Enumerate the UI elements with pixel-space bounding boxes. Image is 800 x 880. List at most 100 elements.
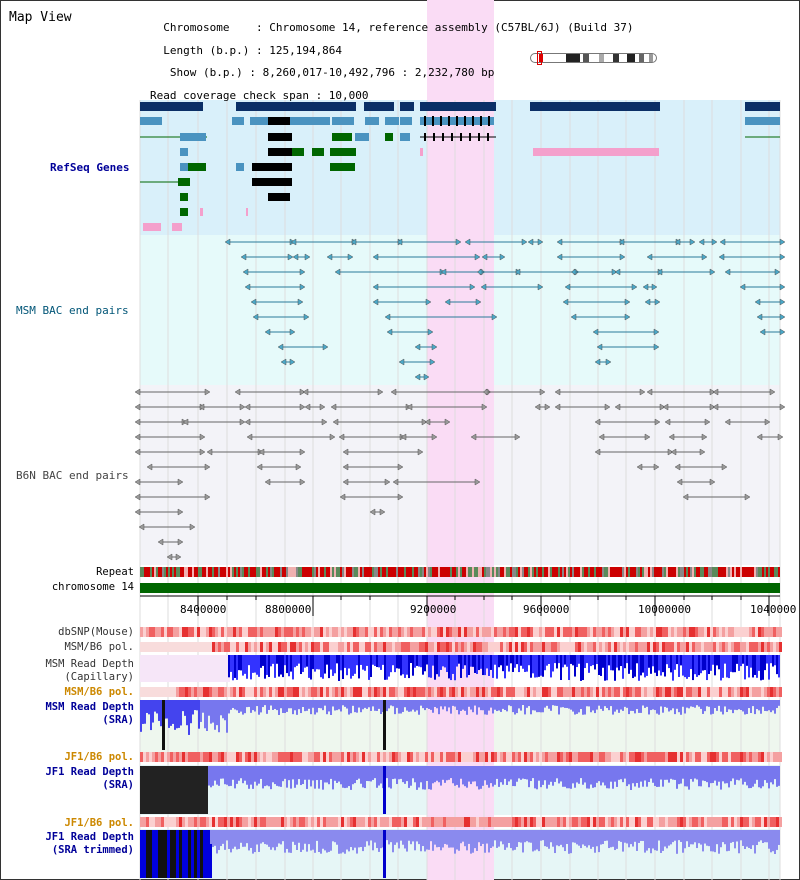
bac-end-marker[interactable]: [277, 343, 284, 351]
bac-end-marker[interactable]: [779, 298, 786, 306]
track-label-msm-read-depth-sra[interactable]: MSM Read Depth (SRA): [45, 701, 134, 726]
bac-end-marker[interactable]: [299, 448, 306, 456]
bac-end-marker[interactable]: [292, 253, 299, 261]
bac-end-marker[interactable]: [224, 238, 231, 246]
bac-end-marker[interactable]: [369, 508, 376, 516]
bac-end-marker[interactable]: [252, 313, 259, 321]
track-label-msm-read-depth-capillary[interactable]: MSM Read Depth (Capillary): [45, 658, 134, 683]
bac-end-marker[interactable]: [280, 358, 287, 366]
bac-end-marker[interactable]: [701, 253, 708, 261]
bac-end-marker[interactable]: [386, 328, 393, 336]
track-label-msm-bac-end-pairs[interactable]: MSM BAC end pairs: [16, 304, 129, 317]
chromosome-ideogram[interactable]: [530, 53, 657, 63]
bac-end-marker[interactable]: [303, 313, 310, 321]
bac-end-marker[interactable]: [166, 553, 173, 561]
bac-end-marker[interactable]: [521, 238, 528, 246]
bac-end-marker[interactable]: [709, 388, 716, 396]
bac-end-marker[interactable]: [644, 298, 651, 306]
bac-end-marker[interactable]: [134, 388, 141, 396]
bac-end-marker[interactable]: [338, 433, 345, 441]
bac-end-marker[interactable]: [146, 463, 153, 471]
bac-end-marker[interactable]: [372, 283, 379, 291]
bac-end-marker[interactable]: [777, 433, 784, 441]
bac-end-marker[interactable]: [701, 433, 708, 441]
bac-end-marker[interactable]: [264, 328, 271, 336]
bac-end-marker[interactable]: [177, 538, 184, 546]
bac-end-marker[interactable]: [659, 403, 666, 411]
track-label-dbsnp[interactable]: dbSNP(Mouse): [58, 626, 134, 638]
bac-end-marker[interactable]: [304, 403, 311, 411]
bac-end-marker[interactable]: [724, 418, 731, 426]
bac-end-marker[interactable]: [398, 358, 405, 366]
bac-end-marker[interactable]: [481, 403, 488, 411]
bac-end-marker[interactable]: [134, 448, 141, 456]
bac-end-marker[interactable]: [326, 253, 333, 261]
bac-end-marker[interactable]: [258, 448, 265, 456]
bac-end-marker[interactable]: [397, 493, 404, 501]
bac-end-marker[interactable]: [299, 268, 306, 276]
bac-end-marker[interactable]: [138, 523, 145, 531]
track-label-chromosome[interactable]: chromosome 14: [51, 581, 134, 593]
bac-end-marker[interactable]: [756, 313, 763, 321]
bac-end-marker[interactable]: [342, 478, 349, 486]
bac-end-marker[interactable]: [594, 418, 601, 426]
bac-end-marker[interactable]: [718, 253, 725, 261]
bac-end-marker[interactable]: [724, 268, 731, 276]
bac-end-marker[interactable]: [244, 283, 251, 291]
bac-end-marker[interactable]: [774, 268, 781, 276]
bac-end-marker[interactable]: [234, 388, 241, 396]
bac-end-marker[interactable]: [570, 268, 577, 276]
bac-end-marker[interactable]: [594, 448, 601, 456]
bac-end-marker[interactable]: [240, 253, 247, 261]
bac-end-marker[interactable]: [379, 508, 386, 516]
bac-end-marker[interactable]: [668, 433, 675, 441]
bac-end-marker[interactable]: [624, 298, 631, 306]
bac-end-marker[interactable]: [689, 238, 696, 246]
bac-end-marker[interactable]: [332, 418, 339, 426]
bac-end-marker[interactable]: [537, 283, 544, 291]
bac-end-marker[interactable]: [244, 403, 251, 411]
bac-end-marker[interactable]: [618, 238, 625, 246]
bac-end-marker[interactable]: [554, 388, 561, 396]
bac-end-marker[interactable]: [744, 493, 751, 501]
bac-end-marker[interactable]: [400, 433, 407, 441]
bac-end-marker[interactable]: [339, 493, 346, 501]
bac-end-marker[interactable]: [624, 313, 631, 321]
bac-end-marker[interactable]: [469, 283, 476, 291]
bac-end-marker[interactable]: [204, 463, 211, 471]
bac-end-marker[interactable]: [514, 433, 521, 441]
bac-end-marker[interactable]: [769, 388, 776, 396]
track-label-b6n-bac-end-pairs[interactable]: B6N BAC end pairs: [16, 469, 129, 482]
bac-end-marker[interactable]: [646, 388, 653, 396]
bac-end-marker[interactable]: [384, 313, 391, 321]
bac-end-marker[interactable]: [414, 373, 421, 381]
bac-end-marker[interactable]: [425, 298, 432, 306]
bac-end-marker[interactable]: [319, 403, 326, 411]
bac-end-marker[interactable]: [704, 418, 711, 426]
bac-end-marker[interactable]: [754, 298, 761, 306]
bac-end-marker[interactable]: [653, 328, 660, 336]
bac-end-marker[interactable]: [779, 253, 786, 261]
bac-end-marker[interactable]: [289, 358, 296, 366]
bac-end-marker[interactable]: [539, 388, 546, 396]
bac-end-marker[interactable]: [347, 253, 354, 261]
bac-end-marker[interactable]: [289, 328, 296, 336]
bac-end-marker[interactable]: [711, 238, 718, 246]
bac-end-marker[interactable]: [427, 328, 434, 336]
bac-end-marker[interactable]: [431, 433, 438, 441]
bac-end-marker[interactable]: [779, 328, 786, 336]
bac-end-marker[interactable]: [698, 238, 705, 246]
bac-end-marker[interactable]: [304, 253, 311, 261]
bac-end-marker[interactable]: [424, 418, 431, 426]
bac-end-marker[interactable]: [482, 388, 489, 396]
bac-end-marker[interactable]: [756, 433, 763, 441]
bac-end-marker[interactable]: [779, 313, 786, 321]
bac-end-marker[interactable]: [480, 283, 487, 291]
bac-end-marker[interactable]: [256, 463, 263, 471]
bac-end-marker[interactable]: [390, 388, 397, 396]
bac-end-marker[interactable]: [321, 418, 328, 426]
bac-end-marker[interactable]: [175, 553, 182, 561]
bac-end-marker[interactable]: [682, 493, 689, 501]
bac-end-marker[interactable]: [134, 493, 141, 501]
bac-end-marker[interactable]: [596, 343, 603, 351]
